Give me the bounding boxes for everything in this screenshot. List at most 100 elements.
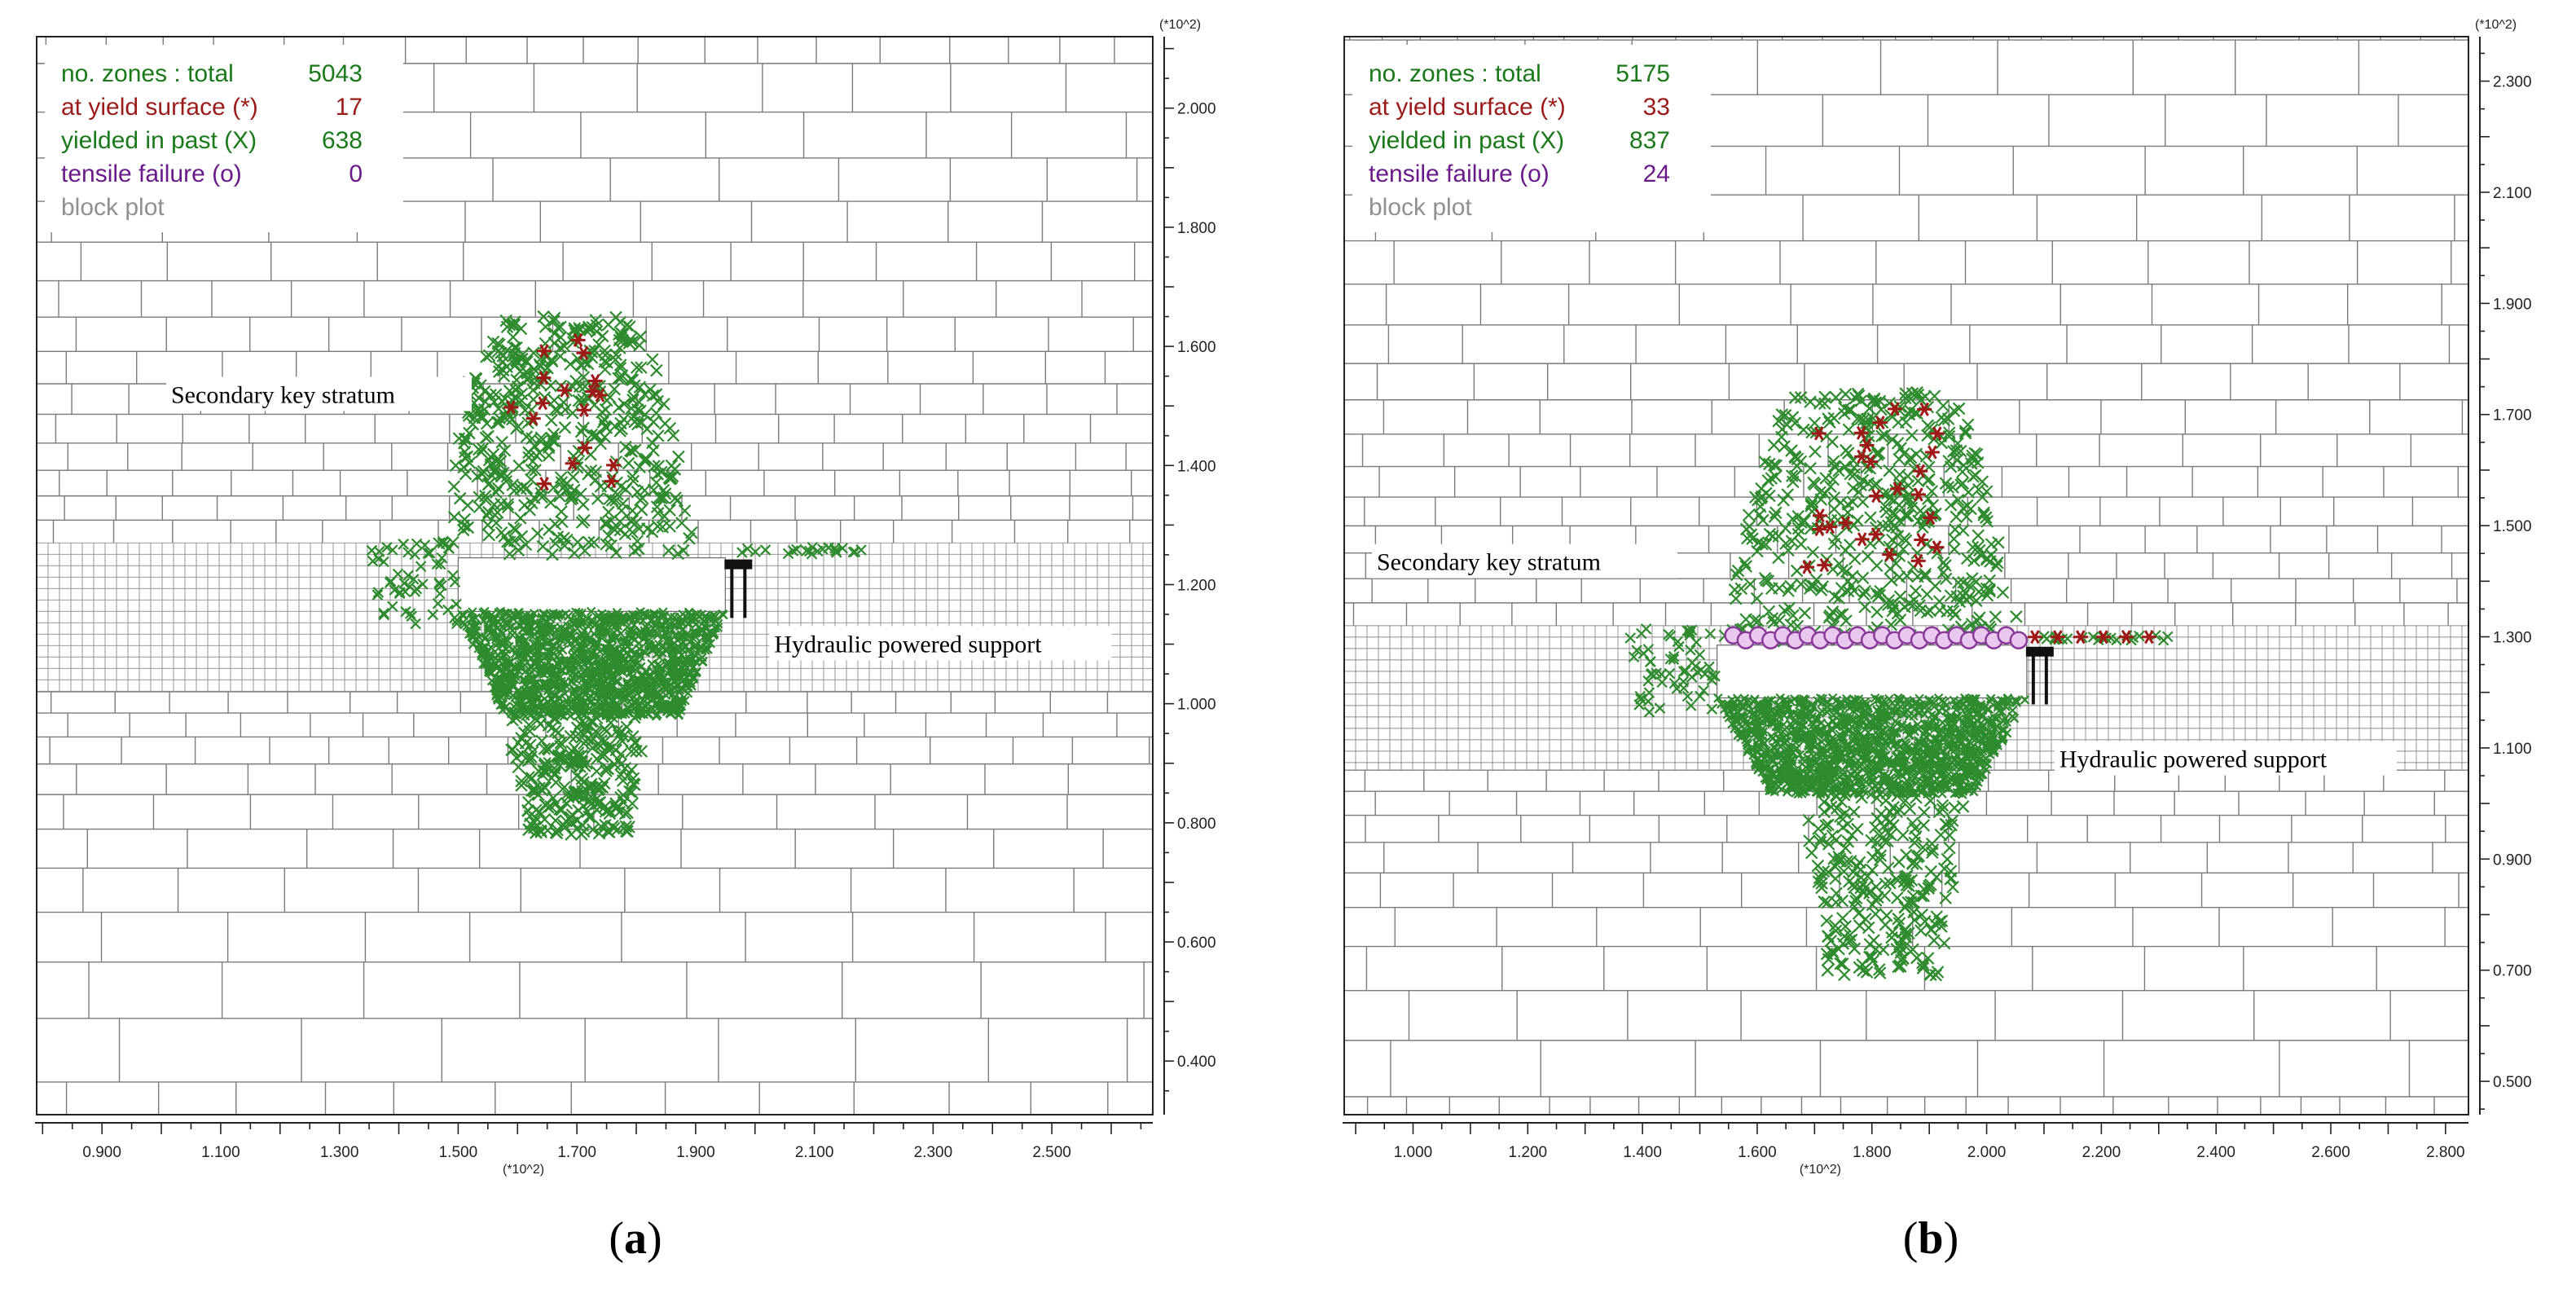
yield-x-marker [483, 477, 496, 491]
yield-x-marker [630, 361, 644, 374]
yield-x-marker [633, 339, 646, 352]
yield-x-marker [494, 455, 508, 468]
yield-x-marker [548, 517, 562, 530]
yield-x-marker [656, 521, 669, 534]
yield-x-marker [586, 606, 596, 617]
yield-x-marker [578, 544, 591, 557]
yield-x-marker [609, 310, 622, 324]
yield-x-marker [634, 330, 648, 343]
yield-x-marker [478, 385, 491, 398]
yield-x-marker [574, 487, 587, 500]
yield-x-marker [616, 497, 630, 510]
yield-x-marker [677, 543, 690, 557]
yield-x-marker [609, 645, 619, 655]
yield-x-marker [575, 395, 588, 408]
yield-x-marker [482, 453, 496, 467]
yield-x-marker [544, 496, 557, 509]
yield-x-marker [624, 514, 637, 528]
yield-x-marker [599, 348, 612, 362]
yield-x-marker [536, 539, 550, 553]
yield-x-marker [509, 523, 523, 536]
yield-x-marker [578, 674, 588, 684]
yield-x-marker [490, 486, 503, 499]
yield-x-marker [613, 361, 627, 375]
yield-x-marker [589, 473, 602, 486]
yield-x-marker [460, 450, 474, 464]
yield-x-marker [628, 379, 641, 392]
yield-x-marker [547, 337, 561, 350]
yield-x-marker [573, 321, 586, 335]
yield-x-marker [525, 473, 538, 486]
yield-x-marker [638, 452, 652, 466]
yield-x-marker [585, 351, 599, 364]
yield-x-marker [662, 658, 673, 667]
yield-x-marker [613, 341, 626, 354]
yield-x-marker [568, 547, 581, 560]
yield-x-marker [481, 505, 495, 519]
yield-x-marker [492, 402, 505, 416]
yield-x-marker [586, 320, 600, 334]
yield-x-marker [590, 429, 604, 442]
yield-x-marker [534, 359, 547, 373]
yield-x-marker [631, 403, 644, 416]
yield-x-marker [491, 337, 504, 350]
yield-x-marker [529, 464, 542, 477]
yield-x-marker [508, 341, 521, 354]
yield-x-marker [461, 499, 474, 513]
yield-x-marker [479, 493, 492, 507]
yield-x-marker [501, 498, 515, 511]
yield-x-marker [651, 394, 664, 408]
yield-x-marker [678, 504, 692, 517]
yield-x-marker [490, 517, 503, 530]
yield-x-marker [615, 422, 628, 436]
yield-x-marker [623, 320, 636, 333]
yield-x-marker [603, 492, 617, 505]
yield-x-marker [675, 517, 688, 530]
yield-x-marker [548, 403, 562, 416]
yield-x-marker [553, 350, 567, 363]
yield-x-marker [653, 491, 666, 504]
yield-x-marker [486, 335, 500, 349]
yield-x-marker [622, 456, 635, 470]
yield-x-marker [628, 415, 641, 429]
yield-x-marker [609, 494, 622, 507]
yield-x-marker [651, 468, 664, 481]
yield-x-marker [501, 500, 515, 514]
yield-x-marker [514, 322, 528, 336]
yield-x-marker [626, 410, 640, 423]
yield-x-marker [617, 412, 631, 426]
yield-x-marker [577, 498, 590, 512]
yield-x-marker [447, 510, 461, 524]
yield-x-marker [577, 421, 590, 434]
yield-x-marker [530, 526, 544, 540]
yield-x-marker [457, 460, 470, 474]
yield-x-marker [480, 417, 494, 430]
yield-x-marker [500, 469, 514, 483]
yield-x-marker [498, 530, 512, 543]
yield-x-marker [525, 496, 538, 510]
yield-x-marker [652, 429, 665, 442]
yield-x-marker [638, 484, 652, 497]
yield-x-marker [519, 538, 533, 552]
panel-a: 0.900 1.100 1.300 1.500 1.700 1.900 2.100 2.300… [35, 18, 1216, 1177]
yield-x-marker [546, 548, 559, 561]
yield-x-marker [508, 391, 521, 404]
yield-x-marker [590, 319, 604, 332]
yield-x-marker [526, 455, 539, 469]
yield-x-marker [544, 414, 558, 427]
yield-x-marker [653, 692, 664, 702]
yield-x-marker [646, 436, 659, 450]
yield-x-marker [510, 341, 523, 354]
yield-x-marker [518, 499, 531, 512]
yield-x-marker [645, 525, 659, 539]
yield-x-marker [613, 359, 627, 372]
yield-x-marker [508, 534, 521, 548]
yield-x-marker [552, 321, 565, 335]
yield-x-marker [558, 340, 571, 353]
yield-x-marker [527, 363, 541, 376]
yield-x-marker [472, 442, 486, 456]
yield-x-marker [511, 381, 525, 394]
yield-x-marker [602, 505, 615, 519]
yield-x-marker [479, 489, 492, 503]
yield-x-marker [525, 432, 538, 445]
